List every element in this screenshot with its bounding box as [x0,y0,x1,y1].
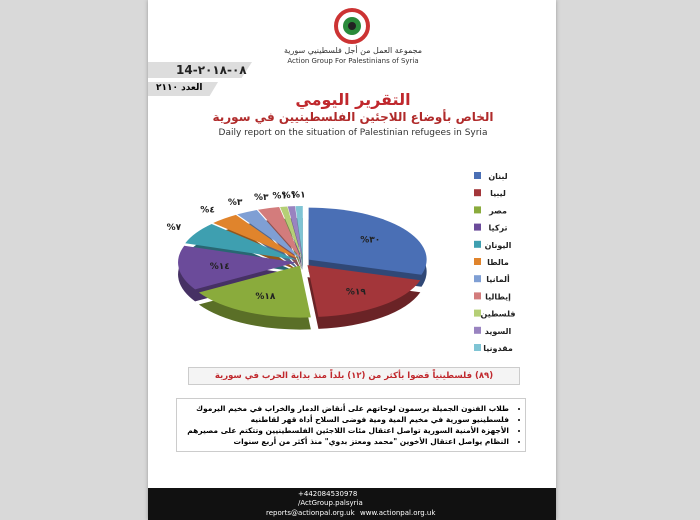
website: www.actionpal.org.uk [360,509,436,517]
data-label: %١٨ [255,292,276,302]
data-label: %١ [291,191,306,201]
slice [280,206,302,259]
data-label: %٣٠ [360,235,380,245]
note: (٨٩) فلسطينياً قضوا بأكثر من (١٢) بلداً … [188,367,520,385]
slice [213,214,299,259]
logo [334,8,370,44]
legend-swatch [474,292,481,300]
legend-label: ألمانيا [486,274,510,284]
data-label: %٤ [200,206,215,216]
slice [287,206,303,259]
legend-swatch [474,223,481,231]
slice [185,224,298,260]
legend-swatch [474,206,481,214]
bullet: الأجهزة الأمنية السورية تواصل اعتقال مئا… [181,425,509,436]
pie-chart: %٣٠%١٩%١٨%١٤%٧%٤%٣ %٣ %١%١%١لبنانليبيامصرت… [167,172,516,353]
bullet: طلاب الفنون الجميلة يرسمون لوحاتهم على أ… [181,403,509,414]
legend-swatch [474,326,481,334]
legend-label: لبنان [488,172,507,181]
slice [308,207,427,275]
bullet: فلسطينيو سورية في مخيم المية ومية فوضى ا… [181,414,509,425]
legend-label: مالطا [487,258,509,267]
data-label: %١ [272,191,287,201]
email: reports@actionpal.org.uk [266,509,355,517]
org-ar: مجموعة العمل من أجل فلسطينيي سورية [283,46,423,55]
date: 14-٠٨-٢٠١٨ [176,63,247,77]
data-label: %١٩ [346,287,367,297]
slice [198,265,311,318]
legend-label: مصر [488,206,507,215]
legend-label: مقدونيا [483,344,513,353]
subtitle-en: Daily report on the situation of Palesti… [218,128,488,138]
legend-swatch [474,309,481,317]
data-label: %١ [282,191,297,201]
slice [258,207,302,259]
subtitle: الخاص بأوضاع اللاجئين الفلسطينيين في سور… [212,110,494,124]
legend-label: تركيا [489,224,508,233]
legend-label: اليونان [485,241,512,250]
legend-label: فلسطين [481,310,516,319]
bullet-list: طلاب الفنون الجميلة يرسمون لوحاتهم على أ… [176,398,526,452]
legend-swatch [474,258,481,265]
data-label: %١٤ [210,262,230,272]
legend-label: إيطاليا [485,292,511,301]
bullet: النظام يواصل اعتقال الأخوين "محمد ومعتز … [181,436,509,447]
legend-swatch [474,189,481,197]
data-label: %٣ [254,193,269,203]
legend-swatch [474,240,481,248]
legend-swatch [474,275,481,283]
legend-label: السويد [485,327,512,336]
issue: العدد ٢١١٠ [156,83,203,93]
data-label: %٣ [228,198,243,208]
slice [307,265,421,317]
legend-swatch [474,344,481,351]
org-en: Action Group For Palestinians of Syria [287,57,419,65]
facebook: /ActGroup.palsyria [298,499,363,507]
footer: +442084530978 /ActGroup.palsyria reports… [148,488,556,520]
report: مجموعة العمل من أجل فلسطينيي سورية Actio… [148,0,556,520]
legend-label: ليبيا [490,189,506,198]
data-label: %٧ [167,223,182,233]
title: التقرير اليومي [295,90,411,109]
issue-bar [148,82,218,96]
slice [295,206,303,259]
legend-swatch [474,172,481,179]
slice [178,245,297,290]
date-bar [148,62,252,78]
slice [237,210,300,259]
phone: +442084530978 [298,490,358,498]
